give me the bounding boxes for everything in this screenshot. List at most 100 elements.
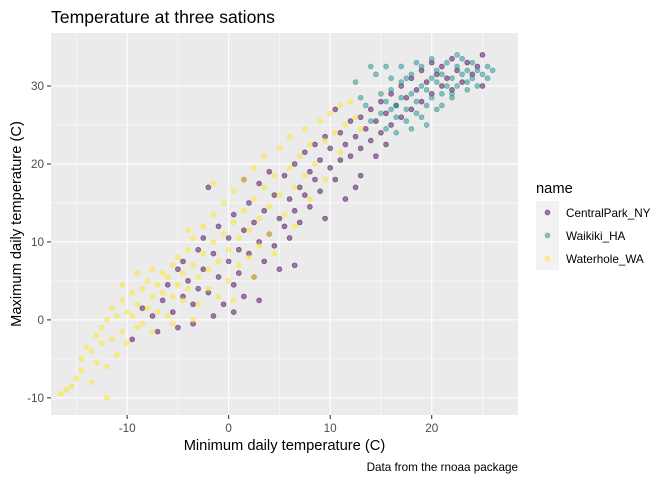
point-centralpark-ny [251,219,257,226]
point-centralpark-ny [352,133,359,140]
point-waterhole-wa [357,126,364,132]
point-centralpark-ny [439,63,445,70]
point-waterhole-wa [169,320,176,327]
point-centralpark-ny [444,75,450,82]
y-tick-label: -10 [27,392,44,405]
point-centralpark-ny [291,161,298,167]
point-waikiki-ha [393,129,400,136]
legend-label-waterhole-wa: Waterhole_WA [566,253,644,266]
point-waterhole-wa [144,278,151,284]
point-centralpark-ny [332,176,339,183]
point-waterhole-wa [185,246,191,253]
point-waterhole-wa [301,172,308,179]
point-waterhole-wa [230,188,237,195]
point-centralpark-ny [408,106,415,113]
point-waikiki-ha [357,94,364,101]
point-waikiki-ha [398,63,405,70]
point-centralpark-ny [347,118,354,124]
point-centralpark-ny [210,313,217,319]
point-centralpark-ny [286,235,293,241]
point-waikiki-ha [383,98,389,105]
point-waterhole-wa [322,176,328,183]
point-centralpark-ny [373,153,379,160]
point-centralpark-ny [378,129,384,136]
point-centralpark-ny [398,114,405,121]
point-centralpark-ny [281,172,288,179]
point-waterhole-wa [246,254,252,261]
point-centralpark-ny [261,207,268,214]
point-waterhole-wa [129,313,136,319]
point-centralpark-ny [337,129,344,136]
point-waterhole-wa [342,122,349,128]
point-centralpark-ny [296,184,303,191]
point-waikiki-ha [449,90,455,97]
point-centralpark-ny [378,98,384,105]
point-waikiki-ha [403,118,410,124]
point-centralpark-ny [403,94,410,101]
point-waterhole-wa [134,324,141,331]
point-centralpark-ny [129,336,136,343]
point-centralpark-ny [383,110,389,117]
point-centralpark-ny [388,122,394,128]
point-waikiki-ha [428,55,435,62]
point-centralpark-ny [357,145,364,152]
point-waikiki-ha [418,63,425,70]
point-centralpark-ny [322,215,328,222]
point-waterhole-wa [98,340,105,347]
point-centralpark-ny [241,227,247,234]
point-waikiki-ha [439,102,445,109]
point-centralpark-ny [169,309,176,315]
point-waterhole-wa [195,301,202,308]
point-centralpark-ny [149,313,156,319]
point-centralpark-ny [154,328,161,335]
point-waikiki-ha [408,126,415,132]
point-waterhole-wa [119,297,125,304]
point-waterhole-wa [124,309,130,315]
point-waterhole-wa [210,211,217,218]
point-waterhole-wa [337,149,344,156]
point-waikiki-ha [459,55,466,62]
x-axis-title: Minimum daily temperature (C) [184,438,386,454]
point-waterhole-wa [276,192,283,199]
point-waterhole-wa [347,98,354,105]
point-waterhole-wa [93,359,100,366]
point-waikiki-ha [408,71,415,78]
point-waterhole-wa [124,340,130,347]
point-waikiki-ha [367,63,374,70]
point-waterhole-wa [307,141,313,148]
point-waterhole-wa [215,293,222,300]
point-centralpark-ny [362,126,369,132]
point-waikiki-ha [433,106,440,113]
point-centralpark-ny [347,153,354,160]
point-waterhole-wa [241,207,247,214]
point-waterhole-wa [322,137,328,144]
point-centralpark-ny [256,180,262,187]
point-waterhole-wa [286,165,293,171]
point-waterhole-wa [205,285,212,292]
point-centralpark-ny [357,114,364,121]
point-waikiki-ha [464,67,471,74]
point-centralpark-ny [439,83,445,89]
point-waikiki-ha [413,59,420,66]
point-waterhole-wa [241,176,247,183]
point-waterhole-wa [149,266,156,273]
point-centralpark-ny [317,157,323,163]
y-tick-label: 0 [37,314,44,327]
point-waterhole-wa [210,180,217,187]
legend-title: name [536,181,573,197]
point-waikiki-ha [388,75,394,82]
point-centralpark-ny [479,83,486,89]
point-waterhole-wa [205,266,212,273]
point-waikiki-ha [362,102,369,109]
point-waterhole-wa [281,211,288,218]
point-centralpark-ny [281,223,288,230]
point-waterhole-wa [180,297,186,304]
point-waterhole-wa [307,196,313,202]
point-waikiki-ha [388,106,394,113]
point-centralpark-ny [286,196,293,202]
point-waterhole-wa [220,200,227,206]
point-centralpark-ny [246,200,252,206]
point-waikiki-ha [418,83,425,89]
point-centralpark-ny [205,184,212,191]
point-waterhole-wa [159,270,166,276]
